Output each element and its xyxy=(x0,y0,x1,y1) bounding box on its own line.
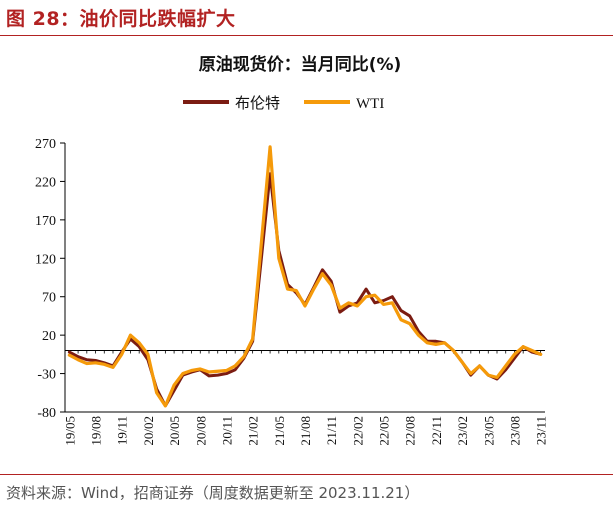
x-tick-label: 22/11 xyxy=(429,416,444,445)
chart-series xyxy=(67,145,543,408)
x-tick-label: 22/02 xyxy=(350,416,365,446)
x-tick-label: 19/08 xyxy=(89,416,104,446)
x-tick-label: 23/08 xyxy=(507,416,522,446)
x-tick-label: 19/11 xyxy=(115,416,130,445)
y-tick-label: -30 xyxy=(37,368,56,383)
y-tick-label: 70 xyxy=(42,291,56,306)
y-axis-ticks: 270 220 170 120 70 20 -30 -80 xyxy=(35,137,65,421)
y-tick-label: 220 xyxy=(35,175,56,190)
x-tick-label: 21/08 xyxy=(298,416,313,446)
figure-footer: 资料来源：Wind，招商证券（周度数据更新至 2023.11.21） xyxy=(0,474,613,507)
x-tick-label: 20/08 xyxy=(193,416,208,446)
x-tick-label: 20/02 xyxy=(141,416,156,446)
x-tick-label: 20/05 xyxy=(167,416,182,446)
x-axis-ticks: 19/05 19/08 19/11 20/02 20/05 20/08 20/11 21/02… xyxy=(62,350,549,446)
y-tick-label: 120 xyxy=(35,252,56,267)
source-note: 资料来源：Wind，招商证券（周度数据更新至 2023.11.21） xyxy=(6,484,420,502)
x-tick-label: 23/11 xyxy=(534,416,549,445)
figure-header: 图 28：油价同比跌幅扩大 xyxy=(0,0,613,36)
x-tick-label: 21/05 xyxy=(272,416,287,446)
legend-label-brent: 布伦特 xyxy=(235,94,280,112)
x-tick-label: 21/11 xyxy=(324,416,339,445)
x-tick-label: 21/02 xyxy=(246,416,261,446)
legend-label-wti: WTI xyxy=(356,96,384,112)
series-line-wti xyxy=(67,145,543,408)
y-tick-label: -80 xyxy=(37,406,56,421)
x-tick-label: 22/05 xyxy=(377,416,392,446)
y-tick-label: 20 xyxy=(42,329,56,344)
figure-title: 图 28：油价同比跌幅扩大 xyxy=(6,8,236,30)
y-tick-label: 170 xyxy=(35,214,56,229)
x-tick-label: 22/08 xyxy=(403,416,418,446)
line-chart: 原油现货价：当月同比(%) 布伦特 WTI 270 220 170 120 70 20 -3… xyxy=(35,54,549,446)
x-tick-label: 23/05 xyxy=(481,416,496,446)
x-tick-label: 23/02 xyxy=(455,416,470,446)
y-tick-label: 270 xyxy=(35,137,56,152)
x-tick-label: 19/05 xyxy=(62,416,77,446)
x-tick-label: 20/11 xyxy=(219,416,234,445)
chart-title: 原油现货价：当月同比(%) xyxy=(199,54,402,75)
chart-legend: 布伦特 WTI xyxy=(183,94,384,112)
